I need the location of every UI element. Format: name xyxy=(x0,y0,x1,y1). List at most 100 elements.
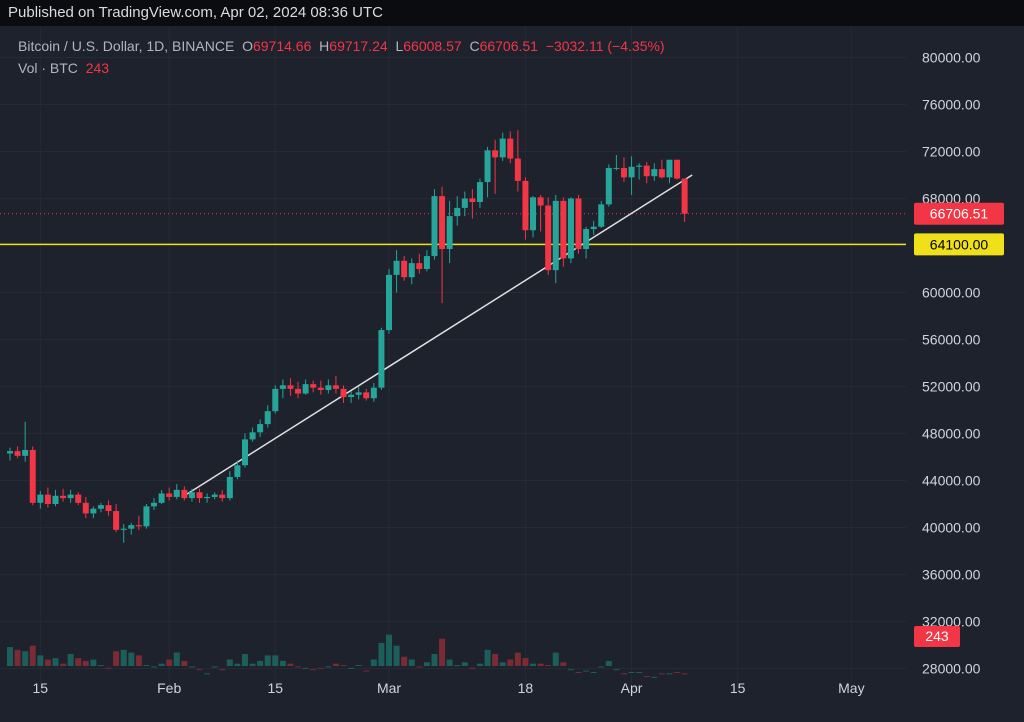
candle-body xyxy=(469,198,476,203)
volume-bar xyxy=(29,645,36,666)
candle-body xyxy=(67,494,74,499)
candle-body xyxy=(476,182,483,203)
volume-bar xyxy=(499,662,506,666)
legend-change: −3032.11 (−4.35%) xyxy=(545,38,665,54)
volume-bar xyxy=(257,660,264,666)
volume-bar xyxy=(105,667,112,669)
legend-low: 66008.57 xyxy=(403,38,462,54)
volume-bar xyxy=(476,663,483,666)
candle-body xyxy=(219,494,226,499)
x-tick-label: May xyxy=(838,680,864,696)
candle-body xyxy=(416,263,423,269)
volume-bar xyxy=(514,652,521,666)
candlestick-chart[interactable]: 80000.0076000.0072000.0068000.0064000.00… xyxy=(0,26,1024,722)
volume-bar xyxy=(14,649,21,666)
candle-body xyxy=(90,508,97,514)
candle-body xyxy=(537,197,544,206)
candle-body xyxy=(408,263,415,278)
candle-body xyxy=(143,506,150,527)
volume-bar xyxy=(454,665,461,667)
candle-body xyxy=(302,384,309,394)
volume-bar xyxy=(674,671,681,673)
volume-bar xyxy=(188,666,195,668)
y-tick-label: 52000.00 xyxy=(922,379,981,395)
y-tick-label: 60000.00 xyxy=(922,285,981,301)
legend-close-label: C xyxy=(469,38,480,54)
volume-bar xyxy=(560,662,567,666)
published-text: Published on TradingView.com, Apr 02, 20… xyxy=(8,4,383,21)
volume-bar xyxy=(681,673,688,675)
legend-symbol: Bitcoin / U.S. Dollar, 1D, BINANCE xyxy=(18,38,235,54)
candle-body xyxy=(567,198,574,259)
volume-bar xyxy=(241,653,248,666)
volume-bar xyxy=(386,634,392,666)
candle-body xyxy=(60,495,67,499)
volume-bar xyxy=(484,649,491,666)
volume-bar xyxy=(340,665,347,667)
y-tick-label: 28000.00 xyxy=(922,661,981,677)
candle-body xyxy=(113,511,120,530)
candle-body xyxy=(52,495,59,504)
legend-low-label: L xyxy=(395,38,404,54)
legend-volume: Vol · BTC 243 xyxy=(18,60,109,76)
candle-body xyxy=(120,528,127,530)
volume-bar xyxy=(295,666,302,668)
y-tick-label: 56000.00 xyxy=(922,332,981,348)
volume-bar xyxy=(439,638,446,666)
candle-body xyxy=(204,496,211,499)
candle-body xyxy=(522,180,529,231)
volume-bar xyxy=(37,655,44,666)
chart-area[interactable]: 80000.0076000.0072000.0068000.0064000.00… xyxy=(0,26,1024,722)
candle-body xyxy=(332,385,339,389)
volume-bar xyxy=(325,666,332,668)
candle-body xyxy=(14,451,21,456)
volume-bar xyxy=(620,673,627,675)
candle-body xyxy=(234,465,241,477)
volume-bar xyxy=(370,659,377,666)
candle-body xyxy=(272,388,279,412)
volume-bar xyxy=(355,665,362,667)
candle-body xyxy=(658,169,665,178)
candle-body xyxy=(598,204,605,227)
candle-body xyxy=(37,494,44,503)
volume-bar xyxy=(310,669,317,671)
y-tick-label: 40000.00 xyxy=(922,520,981,536)
candle-body xyxy=(7,451,13,454)
volume-bar xyxy=(151,666,158,668)
volume-bar xyxy=(416,666,423,668)
volume-badge-bg xyxy=(914,626,960,647)
volume-bar xyxy=(211,666,218,668)
volume-bar xyxy=(530,663,537,666)
candle-body xyxy=(22,449,29,456)
volume-bar xyxy=(552,652,559,666)
volume-bar xyxy=(219,669,226,671)
candle-body xyxy=(590,226,597,230)
volume-bar xyxy=(332,663,339,666)
legend-vol-value: 243 xyxy=(85,60,110,76)
volume-bar xyxy=(567,669,574,671)
last-price-badge-bg xyxy=(914,202,1004,225)
candle-body xyxy=(249,432,256,440)
volume-bar xyxy=(575,671,582,673)
candle-body xyxy=(643,165,650,177)
volume-bar xyxy=(317,667,324,669)
candle-body xyxy=(431,196,438,257)
volume-bar xyxy=(90,659,97,666)
candle-body xyxy=(241,439,248,466)
volume-bar xyxy=(598,666,605,668)
volume-bar xyxy=(128,652,135,666)
candle-body xyxy=(128,525,135,529)
x-tick-label: 15 xyxy=(268,680,284,696)
candle-body xyxy=(636,165,643,167)
volume-bar xyxy=(67,653,74,666)
candle-body xyxy=(439,196,446,250)
volume-bar xyxy=(636,671,643,673)
volume-bar xyxy=(423,662,430,666)
candle-body xyxy=(97,505,104,509)
volume-bar xyxy=(120,649,127,666)
volume-bar xyxy=(583,670,590,672)
candle-body xyxy=(499,138,506,158)
volume-bar xyxy=(378,642,385,666)
x-tick-label: 15 xyxy=(33,680,49,696)
volume-bar xyxy=(401,656,408,666)
